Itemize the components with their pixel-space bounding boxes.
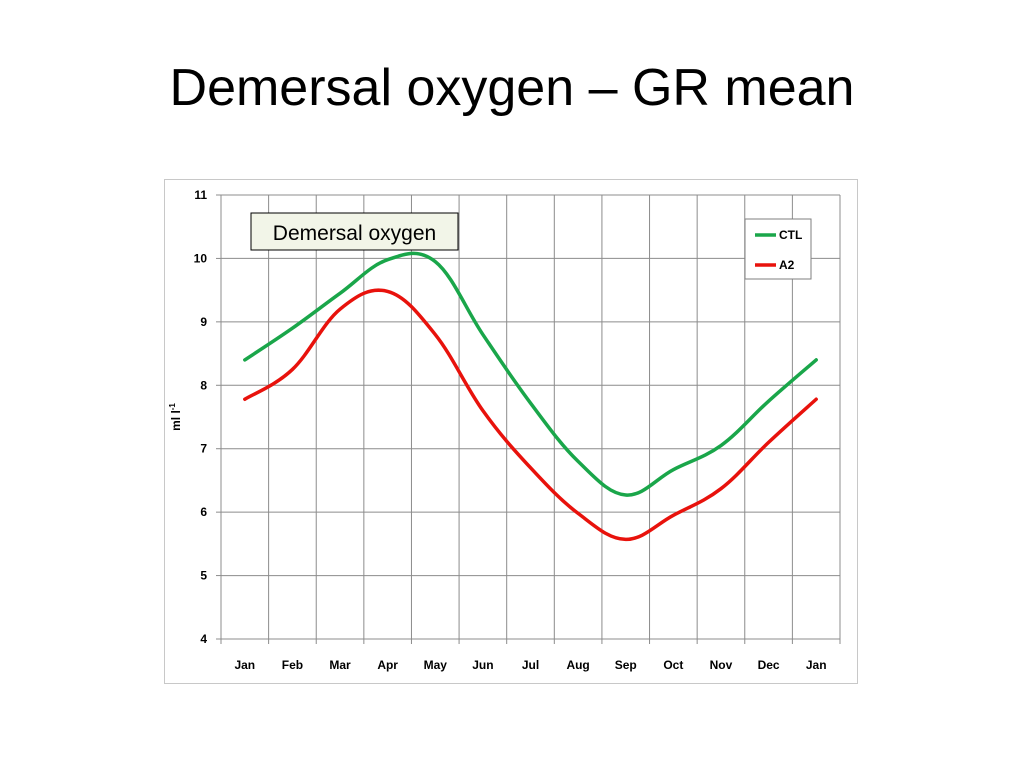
y-tick-label: 10 (194, 251, 208, 265)
chart-frame: 4 5 6 7 8 9 10 11 Jan Feb Mar Apr May Jun Jul Aug Sep Oct… (164, 179, 858, 684)
chart-title-box: Demersal oxygen (250, 212, 459, 251)
y-tick-label: 7 (200, 442, 207, 456)
x-tick-label: Mar (329, 658, 351, 672)
y-tick-label: 6 (200, 505, 207, 519)
series-lines (243, 251, 818, 542)
x-tick-label: Jul (522, 658, 539, 672)
series-line-ctl (243, 251, 818, 497)
x-tick-label: Aug (566, 658, 589, 672)
legend-label-ctl: CTL (779, 228, 802, 242)
legend-label-a2: A2 (779, 258, 795, 272)
y-tick-label: 4 (200, 632, 207, 646)
x-tick-label: Jan (806, 658, 827, 672)
x-tick-label: Feb (282, 658, 303, 672)
series-line-a2 (243, 288, 818, 542)
slide-title: Demersal oxygen – GR mean (169, 59, 855, 117)
svg-text:ml l-1: ml l-1 (168, 403, 183, 431)
x-tick-label: Oct (663, 658, 683, 672)
y-axis-label-superscript: -1 (168, 403, 177, 411)
x-tick-label: Nov (710, 658, 733, 672)
y-tick-label: 11 (194, 188, 207, 202)
x-tick-label: Jun (472, 658, 493, 672)
x-tick-label: May (424, 658, 448, 672)
chart-title: Demersal oxygen (273, 222, 436, 245)
y-axis-label: ml l (169, 410, 183, 431)
y-axis-title: ml l-1 (168, 403, 183, 431)
x-tick-label: Sep (615, 658, 637, 672)
x-tick-label: Apr (377, 658, 398, 672)
y-tick-label: 5 (200, 569, 207, 583)
y-tick-label: 8 (200, 378, 207, 392)
legend: CTL A2 (744, 218, 812, 280)
axes: 4 5 6 7 8 9 10 11 Jan Feb Mar Apr May Jun Jul Aug Sep Oct… (194, 188, 841, 672)
y-tick-label: 9 (200, 315, 207, 329)
line-chart: 4 5 6 7 8 9 10 11 Jan Feb Mar Apr May Jun Jul Aug Sep Oct… (168, 188, 841, 672)
x-tick-label: Dec (758, 658, 780, 672)
x-tick-label: Jan (234, 658, 255, 672)
grid-lines (220, 194, 841, 640)
